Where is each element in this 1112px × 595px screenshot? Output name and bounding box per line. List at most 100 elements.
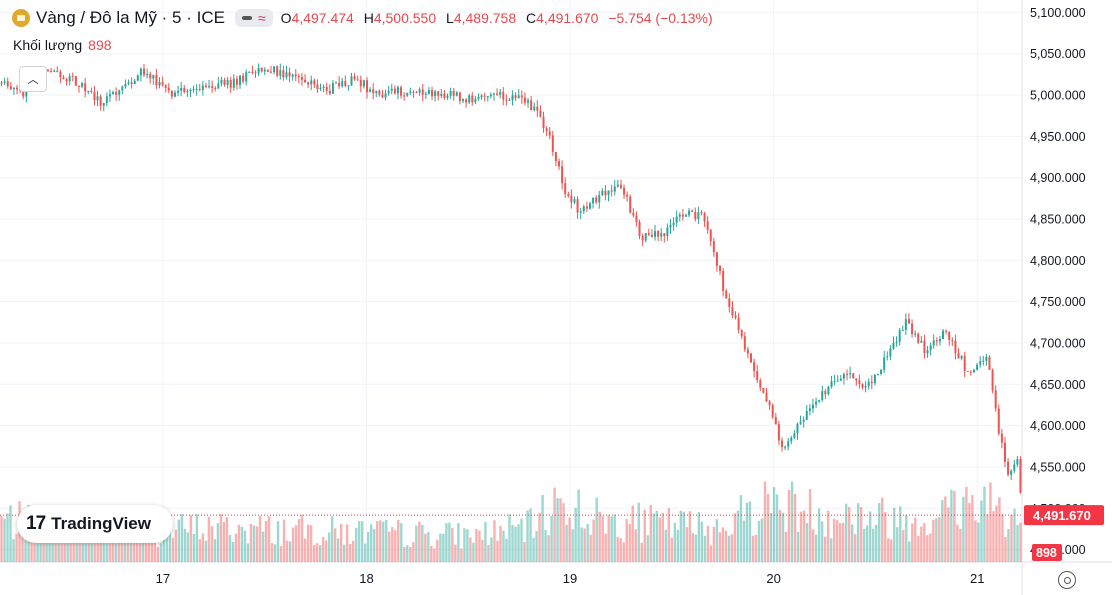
volume-bar bbox=[869, 511, 872, 562]
volume-bar bbox=[769, 513, 773, 562]
candle-body bbox=[694, 211, 697, 219]
candle-body bbox=[873, 374, 876, 383]
volume-bar bbox=[373, 529, 376, 562]
candle-body bbox=[592, 197, 595, 204]
candle-body bbox=[864, 386, 867, 388]
volume-bar bbox=[367, 532, 370, 562]
volume-bar bbox=[397, 519, 400, 562]
volume-bar bbox=[902, 529, 905, 562]
volume-bar bbox=[436, 539, 439, 562]
volume-bar bbox=[177, 519, 181, 562]
volume-bar bbox=[216, 523, 220, 562]
volume-bar bbox=[811, 529, 815, 562]
volume-bar bbox=[415, 525, 418, 562]
time-tick-label: 17 bbox=[156, 571, 170, 586]
volume-bar bbox=[159, 543, 163, 562]
volume-bar bbox=[832, 518, 836, 562]
candle-body bbox=[666, 227, 669, 237]
candle-body bbox=[756, 371, 759, 381]
candle-body bbox=[920, 340, 923, 343]
price-tick-label: 4,750.000 bbox=[1030, 295, 1086, 309]
volume-bar bbox=[751, 535, 755, 562]
tradingview-watermark[interactable]: 17 TradingView bbox=[17, 505, 173, 543]
volume-bar bbox=[327, 532, 331, 562]
candle-body bbox=[991, 369, 994, 391]
candle-body bbox=[319, 87, 322, 90]
candle-body bbox=[777, 424, 780, 441]
candle-body bbox=[226, 79, 229, 85]
candle-body bbox=[759, 380, 762, 388]
volume-bar bbox=[706, 525, 710, 562]
volume-bar bbox=[463, 528, 466, 562]
gold-symbol-icon bbox=[12, 9, 30, 27]
candle-body bbox=[904, 319, 907, 330]
candle-body bbox=[189, 89, 192, 92]
price-tick-label: 4,950.000 bbox=[1030, 130, 1086, 144]
volume-bar bbox=[712, 526, 716, 562]
volume-bar bbox=[971, 495, 974, 562]
candle-body bbox=[737, 317, 740, 330]
candle-body bbox=[186, 91, 189, 93]
candle-body bbox=[1013, 464, 1016, 471]
candle-body bbox=[229, 79, 232, 88]
volume-bar bbox=[709, 545, 713, 562]
candle-body bbox=[381, 94, 384, 98]
volume-bar bbox=[631, 505, 634, 562]
volume-legend: Khối lượng 898 bbox=[13, 37, 112, 53]
volume-bar bbox=[433, 548, 436, 562]
volume-bar bbox=[279, 546, 283, 562]
close-key: C bbox=[526, 10, 537, 26]
candle-body bbox=[56, 70, 59, 72]
volume-bar bbox=[670, 537, 674, 562]
candle-body bbox=[99, 96, 102, 106]
volume-bar bbox=[288, 541, 292, 562]
candle-body bbox=[124, 84, 127, 87]
candle-body bbox=[678, 214, 681, 217]
volume-bar bbox=[643, 509, 646, 562]
hide-icon[interactable] bbox=[241, 16, 252, 20]
candle-body bbox=[81, 83, 84, 87]
chevron-up-icon[interactable]: ︿ bbox=[27, 74, 39, 86]
candle-body bbox=[790, 437, 793, 442]
candle-body bbox=[502, 92, 505, 100]
candle-body bbox=[821, 391, 824, 401]
settings-gear-icon[interactable] bbox=[1058, 571, 1076, 589]
volume-bar bbox=[998, 497, 1001, 562]
candle-body bbox=[161, 82, 164, 86]
volume-bar bbox=[342, 544, 346, 562]
volume-bar bbox=[276, 521, 280, 562]
approx-icon[interactable]: ≈ bbox=[257, 10, 266, 26]
candle-body bbox=[496, 93, 499, 95]
volume-bar bbox=[457, 523, 460, 562]
volume-bar bbox=[784, 531, 788, 562]
volume-bar bbox=[162, 537, 166, 562]
candle-body bbox=[93, 92, 96, 101]
candle-body bbox=[273, 66, 276, 73]
candle-body bbox=[177, 90, 180, 93]
volume-bar bbox=[887, 538, 890, 562]
volume-bar bbox=[965, 486, 968, 562]
volume-bar bbox=[859, 507, 863, 562]
volume-bar bbox=[775, 494, 779, 562]
candle-body bbox=[136, 75, 139, 81]
candle-body bbox=[579, 211, 582, 213]
symbol-title[interactable]: Vàng / Đô la Mỹ · 5 · ICE bbox=[36, 8, 225, 27]
volume-bar bbox=[598, 511, 601, 562]
volume-bar bbox=[835, 520, 839, 562]
collapse-legend-button[interactable]: ︿ bbox=[19, 66, 47, 92]
candle-body bbox=[598, 195, 601, 203]
volume-bar bbox=[592, 519, 595, 562]
candle-body bbox=[152, 75, 155, 79]
volume-bar bbox=[189, 515, 193, 562]
volume-bar bbox=[646, 535, 649, 562]
legend-toggle-pill[interactable]: ≈ bbox=[234, 9, 273, 27]
time-tick-label: 18 bbox=[359, 571, 373, 586]
candle-body bbox=[570, 195, 573, 203]
candle-body bbox=[523, 97, 526, 103]
volume-bar bbox=[589, 534, 592, 562]
volume-bar bbox=[992, 511, 995, 562]
volume-bar bbox=[321, 537, 325, 562]
volume-bar bbox=[754, 534, 758, 562]
candle-body bbox=[852, 373, 855, 379]
